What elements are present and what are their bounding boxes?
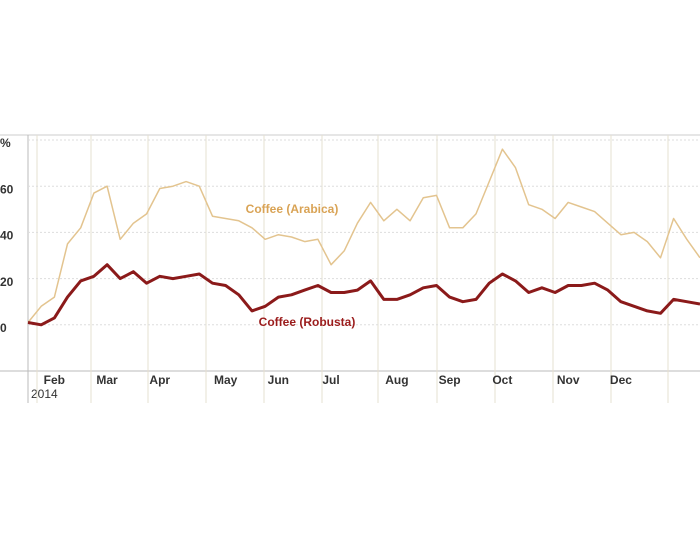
x-tick-label: Dec [610,373,632,387]
series-line [27,148,700,323]
x-tick-label: Jun [268,373,289,387]
y-tick-label: 60 [0,182,14,196]
y-tick-label: % [0,136,11,150]
x-tick-label: Jul [322,373,339,387]
x-tick-label: Feb [44,373,65,387]
series-line [27,263,700,327]
x-tick-label: Apr [149,373,170,387]
y-tick-label: 40 [0,229,14,243]
x-tick-label: Nov [557,373,580,387]
x-tick-label: Aug [385,373,408,387]
y-tick-label: 0 [0,321,7,335]
x-tick-label: May [214,373,238,387]
y-tick-label: 20 [0,275,14,289]
x-tick-label: Mar [96,373,118,387]
series-label: Coffee (Arabica) [246,202,339,216]
series-label: Coffee (Robusta) [259,315,356,329]
year-label: 2014 [31,387,58,401]
x-tick-label: Sep [439,373,461,387]
x-tick-label: Oct [492,373,512,387]
